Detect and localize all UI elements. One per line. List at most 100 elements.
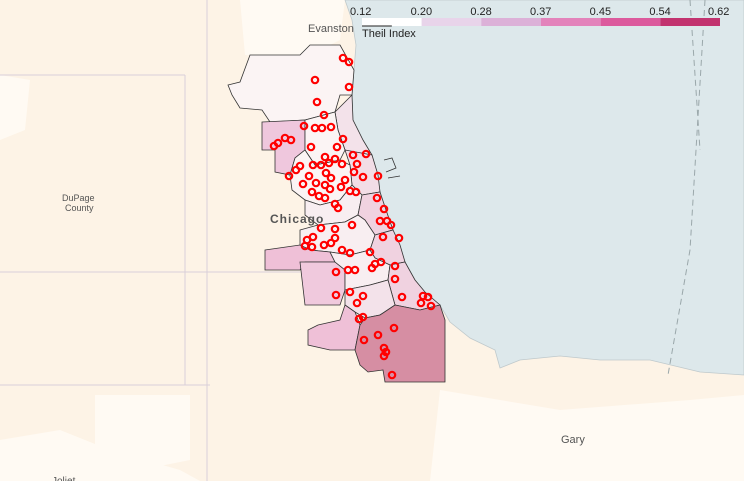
legend-tick-label: 0.20: [411, 6, 432, 18]
location-marker[interactable]: [307, 242, 317, 252]
location-marker[interactable]: [350, 265, 360, 275]
location-marker[interactable]: [347, 220, 357, 230]
location-marker[interactable]: [311, 178, 321, 188]
location-marker[interactable]: [367, 263, 377, 273]
location-marker[interactable]: [306, 142, 316, 152]
location-marker[interactable]: [316, 223, 326, 233]
legend-swatch: [481, 18, 541, 26]
location-marker[interactable]: [317, 123, 327, 133]
location-marker[interactable]: [340, 175, 350, 185]
location-marker[interactable]: [386, 220, 396, 230]
location-marker[interactable]: [344, 57, 354, 67]
location-marker[interactable]: [390, 274, 400, 284]
location-marker[interactable]: [338, 134, 348, 144]
legend-swatch: [541, 18, 601, 26]
location-marker[interactable]: [321, 168, 331, 178]
location-marker[interactable]: [319, 110, 329, 120]
location-marker[interactable]: [354, 314, 364, 324]
location-marker[interactable]: [331, 267, 341, 277]
location-marker[interactable]: [345, 248, 355, 258]
legend-tick-label: 0.54: [649, 6, 670, 18]
location-marker[interactable]: [326, 173, 336, 183]
location-marker[interactable]: [379, 351, 389, 361]
location-marker[interactable]: [320, 193, 330, 203]
location-marker[interactable]: [358, 291, 368, 301]
location-marker[interactable]: [372, 193, 382, 203]
location-marker[interactable]: [312, 97, 322, 107]
location-marker[interactable]: [337, 159, 347, 169]
location-marker[interactable]: [348, 150, 358, 160]
location-marker[interactable]: [376, 257, 386, 267]
location-marker[interactable]: [284, 171, 294, 181]
location-marker[interactable]: [336, 182, 346, 192]
location-marker[interactable]: [358, 172, 368, 182]
marker-layer: [269, 53, 436, 380]
location-marker[interactable]: [387, 370, 397, 380]
location-marker[interactable]: [426, 301, 436, 311]
community-areas: [227, 44, 446, 383]
label-joliet: Joliet: [52, 476, 76, 481]
label-dupage-1: DuPage: [62, 193, 95, 203]
location-marker[interactable]: [330, 233, 340, 243]
location-marker[interactable]: [337, 245, 347, 255]
location-marker[interactable]: [338, 53, 348, 63]
location-marker[interactable]: [316, 160, 326, 170]
location-marker[interactable]: [298, 179, 308, 189]
location-marker[interactable]: [351, 187, 361, 197]
location-marker[interactable]: [320, 180, 330, 190]
location-marker[interactable]: [390, 261, 400, 271]
location-marker[interactable]: [333, 203, 343, 213]
location-marker[interactable]: [378, 232, 388, 242]
location-marker[interactable]: [394, 233, 404, 243]
location-marker[interactable]: [324, 158, 334, 168]
location-marker[interactable]: [286, 135, 296, 145]
legend-tick-label: 0.12: [350, 6, 371, 18]
location-marker[interactable]: [349, 167, 359, 177]
location-marker[interactable]: [345, 287, 355, 297]
legend-tick-label: 0.28: [470, 6, 491, 18]
lakefront-piers: [383, 157, 401, 179]
label-evanston: Evanston: [308, 23, 354, 35]
location-marker[interactable]: [361, 149, 371, 159]
location-marker[interactable]: [326, 122, 336, 132]
location-marker[interactable]: [307, 187, 317, 197]
location-marker[interactable]: [365, 247, 375, 257]
label-dupage-2: County: [65, 203, 94, 213]
legend-swatches: [362, 18, 720, 26]
location-marker[interactable]: [332, 142, 342, 152]
area-far-southeast: [354, 304, 446, 383]
legend-title: Theil Index: [362, 28, 416, 40]
legend-swatch: [600, 18, 661, 26]
location-marker[interactable]: [389, 323, 399, 333]
legend: 0.12 0.20 0.28 0.37 0.45 0.54 0.62 Theil Index: [350, 6, 729, 40]
location-marker[interactable]: [269, 141, 279, 151]
legend-tick-label: 0.45: [590, 6, 611, 18]
location-marker[interactable]: [330, 224, 340, 234]
location-marker[interactable]: [304, 171, 314, 181]
location-marker[interactable]: [373, 171, 383, 181]
location-marker[interactable]: [308, 160, 318, 170]
location-marker[interactable]: [308, 232, 318, 242]
location-marker[interactable]: [325, 184, 335, 194]
label-chicago: Chicago: [270, 212, 324, 226]
location-marker[interactable]: [299, 121, 309, 131]
location-marker[interactable]: [352, 298, 362, 308]
location-marker[interactable]: [352, 159, 362, 169]
location-marker[interactable]: [423, 292, 433, 302]
location-marker[interactable]: [416, 298, 426, 308]
legend-swatch: [421, 18, 482, 26]
location-marker[interactable]: [397, 292, 407, 302]
location-marker[interactable]: [359, 335, 369, 345]
location-marker[interactable]: [379, 204, 389, 214]
location-marker[interactable]: [320, 152, 330, 162]
location-marker[interactable]: [373, 330, 383, 340]
legend-tick-label: 0.37: [530, 6, 551, 18]
location-marker[interactable]: [344, 82, 354, 92]
location-marker[interactable]: [291, 165, 301, 175]
location-marker[interactable]: [331, 290, 341, 300]
location-marker[interactable]: [310, 75, 320, 85]
location-marker[interactable]: [326, 238, 336, 248]
label-gary: Gary: [561, 434, 585, 446]
location-marker[interactable]: [330, 154, 340, 164]
